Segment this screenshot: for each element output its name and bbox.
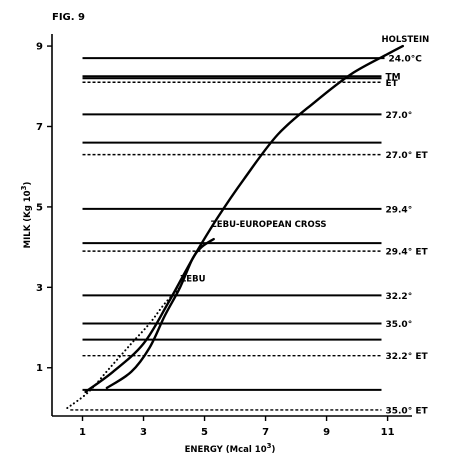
x-axis-title: ENERGY (Mcal 103) [185,442,276,455]
curve-zebu [66,286,182,409]
curve-label-zebu: ZEBU [180,274,205,284]
curve-label-zebu-european-cross: ZEBU-EUROPEAN CROSS [211,220,327,230]
x-tick-label: 7 [262,427,269,438]
y-tick-label: 7 [36,122,43,133]
curve-labels: HOLSTEIN ZEBU-EUROPEAN CROSS ZEBU [180,35,429,284]
ref-label-29-4: 29.4° [385,205,412,215]
x-axis-title-sup: 3 [267,442,272,450]
y-axis-title: MILK (Kg 103) [20,182,33,249]
figure-label: FIG. 9 [52,12,85,23]
ref-label-32-2-et: 32.2° ET [385,352,428,362]
plot-frame [51,34,412,417]
ref-label-24-0c: 24.0°C [389,55,423,65]
x-axis-title-close: ) [271,445,275,455]
x-tick-label: 11 [381,427,395,438]
x-tick-label: 5 [201,427,208,438]
ref-label-et: ET [385,79,398,89]
curve-holstein [84,44,404,394]
ref-label-27-0: 27.0° [385,111,412,121]
y-axis-title-close: ) [23,182,33,186]
ref-label-29-4-et: 29.4° ET [385,248,428,258]
y-tick-label: 9 [36,42,43,53]
ref-label-35-0-et: 35.0° ET [385,406,428,416]
y-tick-label: 1 [36,363,43,374]
x-tick-label: 1 [79,427,86,438]
x-tick-label: 3 [140,427,147,438]
reference-lines [70,57,385,411]
ref-label-tm: TM [385,73,400,83]
x-axis-title-text: ENERGY (Mcal 10 [185,445,267,455]
y-axis-title-text: MILK (Kg 10 [23,190,33,248]
y-tick-label: 3 [36,283,43,294]
x-axis-ticks: 1 3 5 7 9 11 [79,416,395,438]
curve-label-holstein: HOLSTEIN [381,35,429,45]
ref-label-27-0-et: 27.0° ET [385,151,428,161]
y-axis-ticks: 1 3 5 7 9 [36,42,52,374]
y-tick-label: 5 [36,202,43,213]
y-axis-title-sup: 3 [20,185,28,190]
ref-label-32-2: 32.2° [385,292,412,302]
ref-label-35-0: 35.0° [385,320,412,330]
x-tick-label: 9 [323,427,330,438]
curve-zebu-european-cross [105,237,215,390]
production-curves [66,44,404,409]
